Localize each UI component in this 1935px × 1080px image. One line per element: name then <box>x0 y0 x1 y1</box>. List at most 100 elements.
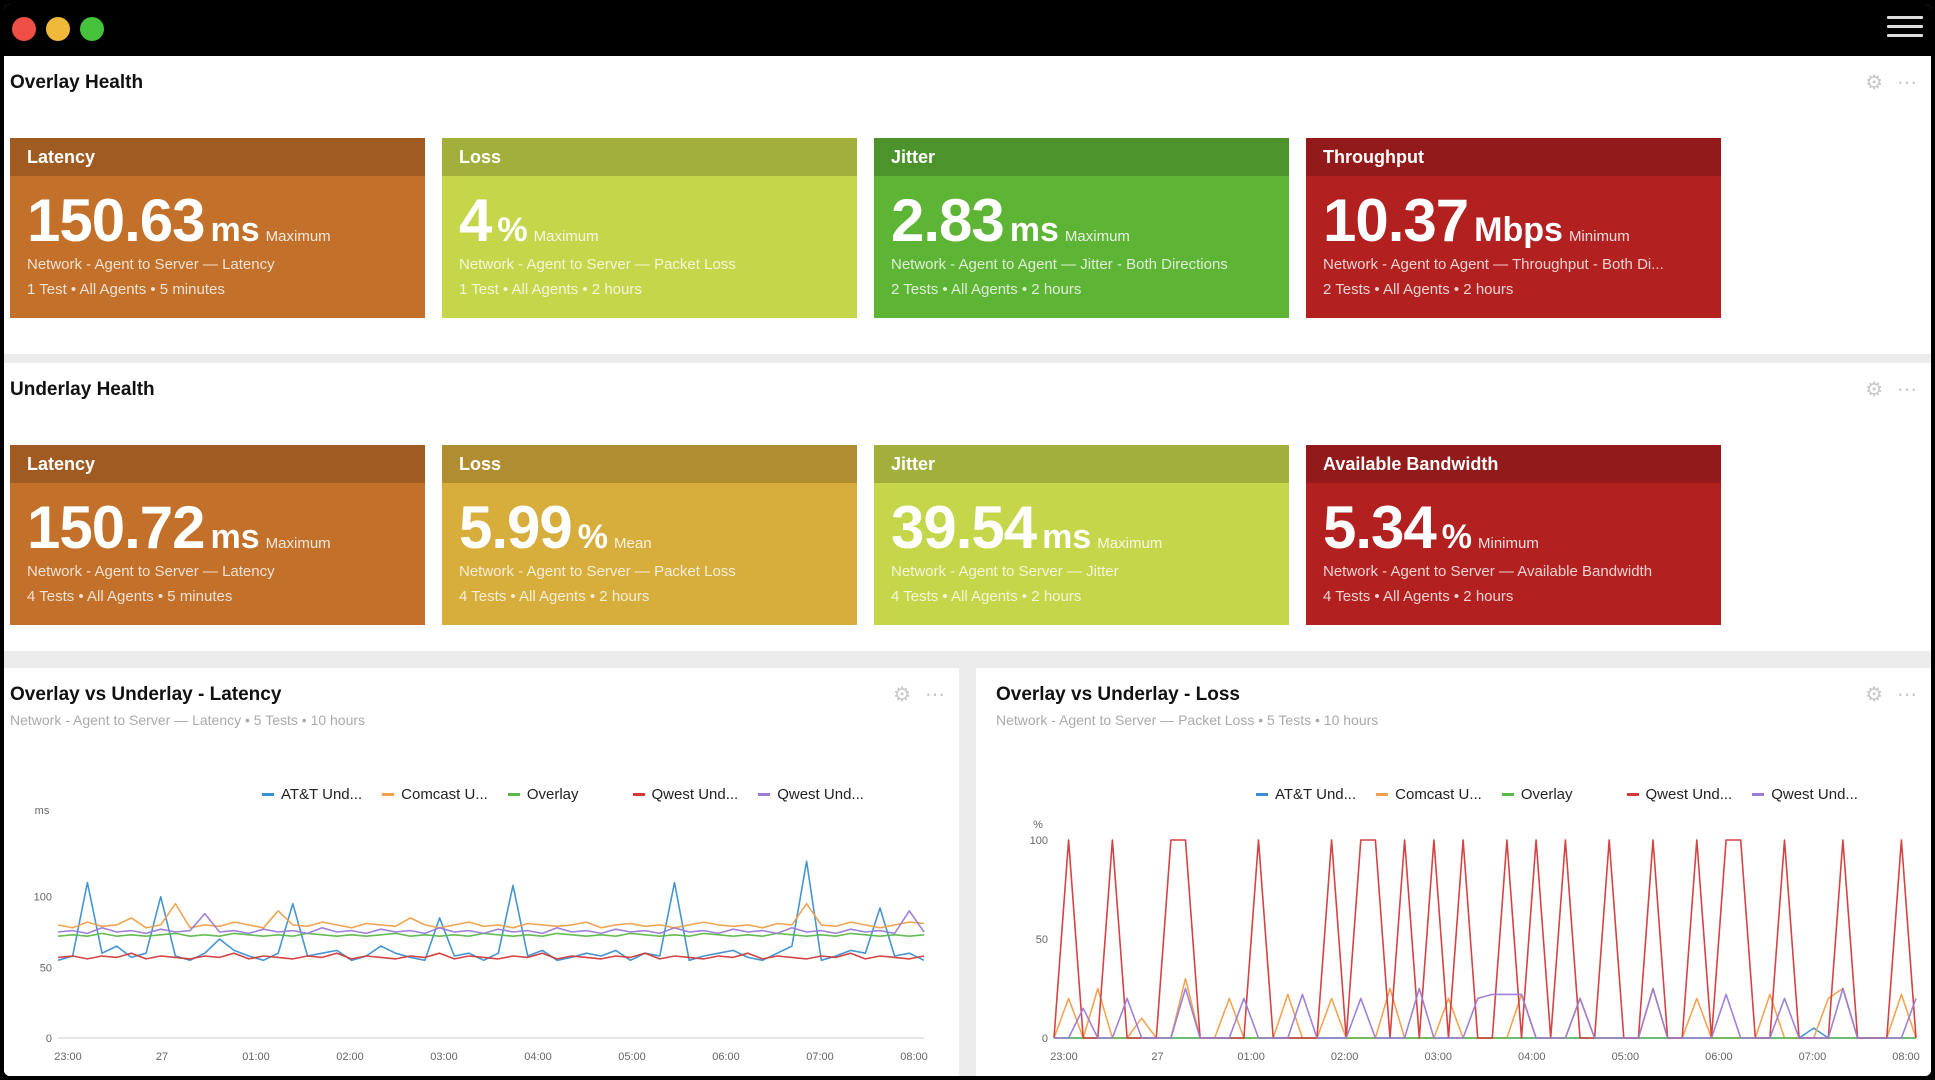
loss-chart-legend: AT&T Und... Comcast U... Overlay Qwest Und.… <box>1256 786 1878 803</box>
tile-value-row: 5.34% Minimum <box>1323 493 1539 562</box>
tile-aggregation: Mean <box>614 535 652 552</box>
tile-value: 150.72 <box>27 494 206 561</box>
gear-icon[interactable]: ⚙ <box>893 684 911 706</box>
x-tick-label: 07:00 <box>1799 1051 1827 1063</box>
series-line-3 <box>57 952 925 960</box>
x-tick-label: 06:00 <box>1705 1051 1733 1063</box>
x-tick-label: 06:00 <box>712 1051 740 1063</box>
x-tick-label: 08:00 <box>900 1051 928 1063</box>
underlay-tile-available-bandwidth[interactable]: Available Bandwidth 5.34% Minimum Network -… <box>1306 445 1721 625</box>
gear-icon[interactable]: ⚙ <box>1865 684 1883 706</box>
x-tick-label: 27 <box>156 1051 168 1063</box>
legend-item[interactable]: AT&T Und... <box>1256 786 1356 803</box>
overlay-tiles: Latency 150.63 ms Maximum Network - Agent to… <box>10 138 1721 318</box>
tile-meta: 1 Test • All Agents • 5 minutes <box>27 281 225 298</box>
tile-value: 5.99 <box>459 494 573 561</box>
tile-value-row: 150.72 ms Maximum <box>27 493 331 562</box>
underlay-tile-jitter[interactable]: Jitter 39.54 ms Maximum Network - Agent to S… <box>874 445 1289 625</box>
legend-label: AT&T Und... <box>1275 786 1357 803</box>
tile-value-row: 5.99% Mean <box>459 493 652 562</box>
more-icon[interactable]: ⋯ <box>1897 684 1917 706</box>
underlay-health-title: Underlay Health <box>10 379 155 400</box>
underlay-tile-loss[interactable]: Loss 5.99% Mean Network - Agent to Server —… <box>442 445 857 625</box>
legend-swatch <box>1752 793 1765 796</box>
y-tick-label: 0 <box>46 1033 52 1045</box>
underlay-tiles: Latency 150.72 ms Maximum Network - Agent to… <box>10 445 1721 625</box>
tile-description: Network - Agent to Agent — Throughput - … <box>1323 256 1664 273</box>
series-line-0 <box>1054 1027 1916 1039</box>
series-line-1 <box>1053 977 1917 1039</box>
x-tick-label: 02:00 <box>1331 1051 1359 1063</box>
latency-chart-title: Overlay vs Underlay - Latency <box>10 684 282 705</box>
legend-item[interactable]: Qwest Und... <box>1626 786 1733 803</box>
latency-chart-legend: AT&T Und... Comcast U... Overlay Qwest Und.… <box>262 786 884 803</box>
tile-unit: ms <box>210 518 260 556</box>
tile-value: 10.37 <box>1323 187 1469 254</box>
legend-swatch <box>382 793 395 796</box>
tile-aggregation: Maximum <box>533 228 599 245</box>
minimize-window-button[interactable] <box>46 17 70 41</box>
close-window-button[interactable] <box>12 17 36 41</box>
loss-chart-panel: Overlay vs Underlay - Loss Network - Age… <box>976 668 1931 1076</box>
overlay-tile-throughput[interactable]: Throughput 10.37 Mbps Minimum Network - Agen… <box>1306 138 1721 318</box>
overlay-tile-jitter[interactable]: Jitter 2.83 ms Maximum Network - Agent to Ag… <box>874 138 1289 318</box>
title-bar <box>4 4 1931 56</box>
tile-aggregation: Maximum <box>1064 228 1130 245</box>
loss-chart-subtitle: Network - Agent to Server — Packet Loss … <box>996 712 1379 728</box>
tile-meta: 2 Tests • All Agents • 2 hours <box>1323 281 1514 298</box>
tile-meta: 4 Tests • All Agents • 5 minutes <box>27 588 233 605</box>
gear-icon[interactable]: ⚙ <box>1865 72 1883 94</box>
tile-description: Network - Agent to Server — Latency <box>27 256 275 273</box>
x-tick-label: 23:00 <box>54 1051 82 1063</box>
gear-icon[interactable]: ⚙ <box>1865 379 1883 401</box>
underlay-tile-latency[interactable]: Latency 150.72 ms Maximum Network - Agent to… <box>10 445 425 625</box>
zoom-window-button[interactable] <box>80 17 104 41</box>
legend-label: Qwest Und... <box>651 786 739 803</box>
y-axis-unit-label: % <box>1033 819 1043 831</box>
legend-item[interactable]: Overlay <box>1501 786 1573 803</box>
tile-value: 150.63 <box>27 187 206 254</box>
legend-item[interactable]: AT&T Und... <box>262 786 362 803</box>
x-tick-label: 04:00 <box>1518 1051 1546 1063</box>
tile-header: Jitter <box>874 138 1289 176</box>
tile-header: Loss <box>442 138 857 176</box>
legend-label: Comcast U... <box>1395 786 1482 803</box>
overlay-tile-latency[interactable]: Latency 150.63 ms Maximum Network - Agent to… <box>10 138 425 318</box>
legend-label: Qwest Und... <box>1645 786 1733 803</box>
tile-description: Network - Agent to Server — Packet Loss <box>459 256 736 273</box>
x-tick-label: 23:00 <box>1050 1051 1078 1063</box>
tile-unit: ms <box>210 211 260 249</box>
tile-value: 2.83 <box>891 187 1005 254</box>
legend-item[interactable]: Qwest Und... <box>1752 786 1858 803</box>
tile-meta: 4 Tests • All Agents • 2 hours <box>891 588 1082 605</box>
tile-value-row: 4% Maximum <box>459 186 599 255</box>
tile-aggregation: Maximum <box>1097 535 1163 552</box>
legend-item[interactable]: Qwest Und... <box>632 786 739 803</box>
hamburger-menu-icon[interactable] <box>1887 16 1923 42</box>
more-icon[interactable]: ⋯ <box>1897 379 1917 401</box>
loss-chart: % 0 50 100 23:00 27 01:00 02:00 03:00 04:00 05:00 0… <box>1030 819 1920 1063</box>
tile-value: 4 <box>459 187 492 254</box>
legend-item[interactable]: Overlay <box>507 786 579 803</box>
tile-header: Available Bandwidth <box>1306 445 1721 483</box>
more-icon[interactable]: ⋯ <box>1897 72 1917 94</box>
series-line-2 <box>57 932 925 938</box>
legend-item[interactable]: Comcast U... <box>382 786 488 803</box>
tile-value-row: 39.54 ms Maximum <box>891 493 1162 562</box>
tile-description: Network - Agent to Server — Packet Loss <box>459 563 736 580</box>
overlay-health-panel: Overlay Health ⚙ ⋯ Latency 150.63 ms Maximu… <box>4 56 1931 354</box>
legend-item[interactable]: Comcast U... <box>1376 786 1482 803</box>
legend-item[interactable]: Qwest Und... <box>758 786 864 803</box>
legend-swatch <box>262 793 274 796</box>
latency-chart-panel: Overlay vs Underlay - Latency Network - … <box>4 668 959 1076</box>
tile-value: 39.54 <box>891 494 1037 561</box>
tile-header: Latency <box>10 138 425 176</box>
overlay-tile-loss[interactable]: Loss 4% Maximum Network - Agent to Server —… <box>442 138 857 318</box>
more-icon[interactable]: ⋯ <box>925 684 945 706</box>
y-tick-label: 50 <box>40 962 52 974</box>
legend-label: Qwest Und... <box>777 786 864 803</box>
tile-header: Jitter <box>874 445 1289 483</box>
tile-meta: 2 Tests • All Agents • 2 hours <box>891 281 1082 298</box>
tile-unit: Mbps <box>1474 211 1563 249</box>
x-tick-label: 04:00 <box>524 1051 552 1063</box>
